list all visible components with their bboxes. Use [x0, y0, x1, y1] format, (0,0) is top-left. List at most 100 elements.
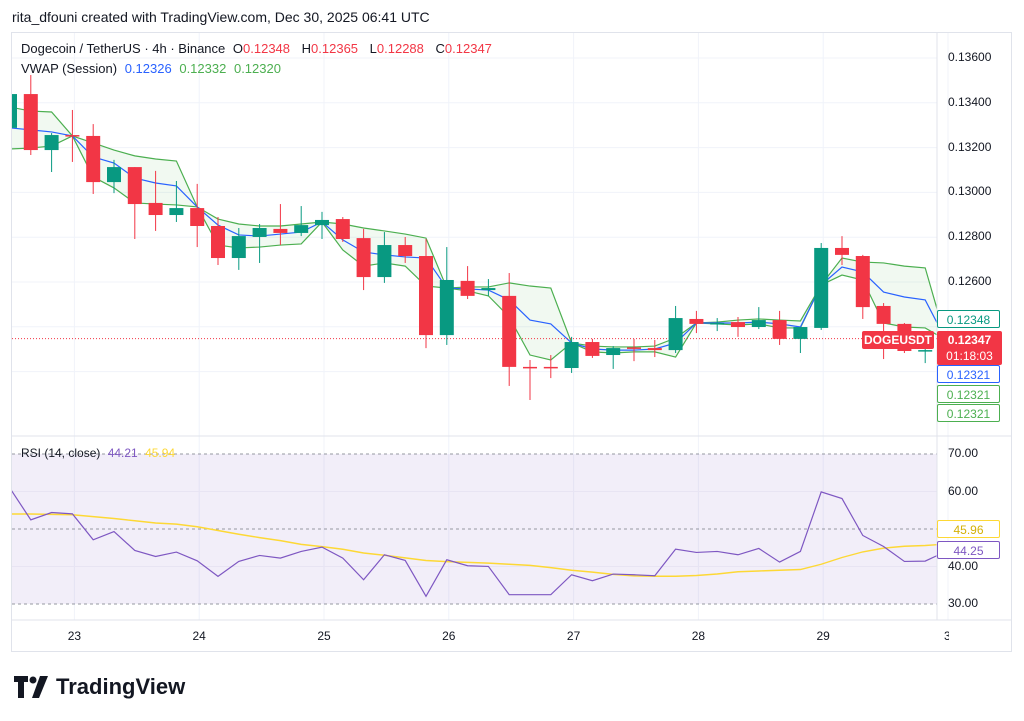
- rsi-tick-label: 70.00: [948, 446, 979, 460]
- candle-up: [439, 247, 454, 345]
- time-tick-label: 23: [67, 629, 82, 643]
- candle-body: [190, 208, 205, 226]
- rsi-tick-label: 60.00: [948, 483, 979, 498]
- candle-up: [564, 336, 579, 373]
- candle-body: [523, 366, 537, 369]
- brand-name: TradingView: [56, 674, 186, 699]
- tradingview-logo-icon: [14, 676, 48, 698]
- high-value: 0.12365: [311, 41, 359, 56]
- candle-body: [169, 208, 184, 216]
- candle-up: [793, 327, 808, 354]
- candle-body: [148, 202, 163, 216]
- candle-body: [86, 135, 101, 183]
- candle-down: [523, 359, 537, 401]
- candle-body: [439, 279, 454, 336]
- rsi-pane: [12, 453, 937, 605]
- candle-body: [918, 350, 933, 352]
- candle-body: [65, 135, 80, 137]
- candle-down: [398, 236, 413, 263]
- candle-down: [127, 167, 142, 239]
- candle-body: [377, 245, 392, 278]
- candle-down: [585, 338, 600, 358]
- chart-frame: [11, 32, 1012, 652]
- candle-up: [814, 243, 829, 330]
- candle-body: [564, 342, 579, 369]
- candle-body: [668, 318, 683, 351]
- candle-body: [23, 94, 38, 151]
- candle-down: [731, 316, 745, 337]
- candle-down: [65, 109, 80, 162]
- candle-body: [751, 320, 766, 328]
- price-tick-label: 0.12600: [948, 274, 992, 288]
- candle-body: [647, 348, 662, 351]
- chart-credit: rita_dfouni created with TradingView.com…: [12, 9, 430, 25]
- vwap-upper-band-line: [12, 106, 937, 348]
- rsi-legend: RSI (14, close) 44.21 45.94: [21, 446, 179, 460]
- rsi-ma-value: 45.94: [145, 446, 176, 460]
- candle-body: [419, 256, 433, 336]
- candle-body: [835, 247, 849, 255]
- candle-down: [148, 170, 163, 231]
- vwap-lower-band-line: [12, 135, 937, 361]
- candle-down: [23, 75, 38, 155]
- price-tick-label: 0.13200: [948, 139, 992, 154]
- symbol-tag: DOGEUSDT: [862, 331, 934, 349]
- vwap-line: [12, 127, 937, 351]
- candle-up: [169, 180, 184, 222]
- rsi-ma-axis-label: 45.96: [937, 520, 1000, 538]
- candle-body: [627, 347, 641, 349]
- vwap-band-fill: [12, 107, 937, 360]
- rsi-ma-line: [12, 513, 937, 577]
- candle-body: [585, 342, 600, 356]
- candle-body: [710, 322, 725, 325]
- rsi-line: [12, 490, 937, 598]
- symbol-legend: Dogecoin / TetherUS · 4h · Binance O0.12…: [21, 41, 492, 56]
- symbol-title[interactable]: Dogecoin / TetherUS · 4h · Binance: [21, 41, 226, 56]
- rsi-axis-label: 44.25: [937, 541, 1000, 559]
- candle-body: [127, 167, 142, 205]
- candle-up: [107, 159, 121, 194]
- candle-up: [710, 318, 725, 332]
- candle-down: [419, 238, 433, 349]
- candle-up: [252, 223, 267, 263]
- vwap-price-label: 0.12321: [937, 365, 1000, 383]
- time-tick-label: 28: [691, 629, 706, 643]
- tradingview-logo[interactable]: TradingView: [14, 674, 185, 700]
- candle-down: [273, 204, 288, 246]
- vwap-legend: VWAP (Session) 0.12326 0.12332 0.12320: [21, 61, 285, 76]
- price-tick-label: 0.12800: [948, 229, 992, 244]
- vwap-lower-price-label: 0.12321: [937, 404, 1000, 422]
- candle-body: [315, 219, 329, 226]
- candle-up: [481, 279, 496, 296]
- candle-down: [190, 183, 205, 248]
- candle-body: [814, 247, 829, 328]
- candle-body: [211, 226, 225, 259]
- candle-body: [231, 236, 246, 259]
- candle-body: [273, 228, 288, 233]
- candle-down: [772, 310, 787, 345]
- candle-body: [543, 366, 558, 369]
- candle-body: [793, 327, 808, 339]
- vwap-lower-value: 0.12320: [233, 61, 281, 76]
- vwap-title[interactable]: VWAP (Session): [21, 61, 118, 76]
- candle-down: [211, 217, 225, 265]
- candle-body: [398, 245, 413, 257]
- vwap-value: 0.12326: [124, 61, 172, 76]
- rsi-value: 44.21: [107, 446, 138, 460]
- candle-up: [668, 305, 683, 354]
- time-tick-label: 27: [566, 629, 581, 643]
- candle-up: [377, 232, 392, 283]
- candle-body: [460, 280, 475, 296]
- candle-body: [606, 348, 621, 356]
- candle-up: [751, 307, 766, 330]
- candle-body: [689, 318, 704, 324]
- candle-body: [876, 305, 891, 324]
- rsi-title[interactable]: RSI (14, close): [21, 446, 101, 460]
- time-tick-label: 25: [317, 629, 331, 643]
- last-price: 0.12347: [947, 333, 992, 347]
- candle-down: [460, 266, 475, 300]
- candle-body: [481, 288, 496, 291]
- candle-down: [86, 124, 101, 194]
- candle-body: [731, 322, 745, 328]
